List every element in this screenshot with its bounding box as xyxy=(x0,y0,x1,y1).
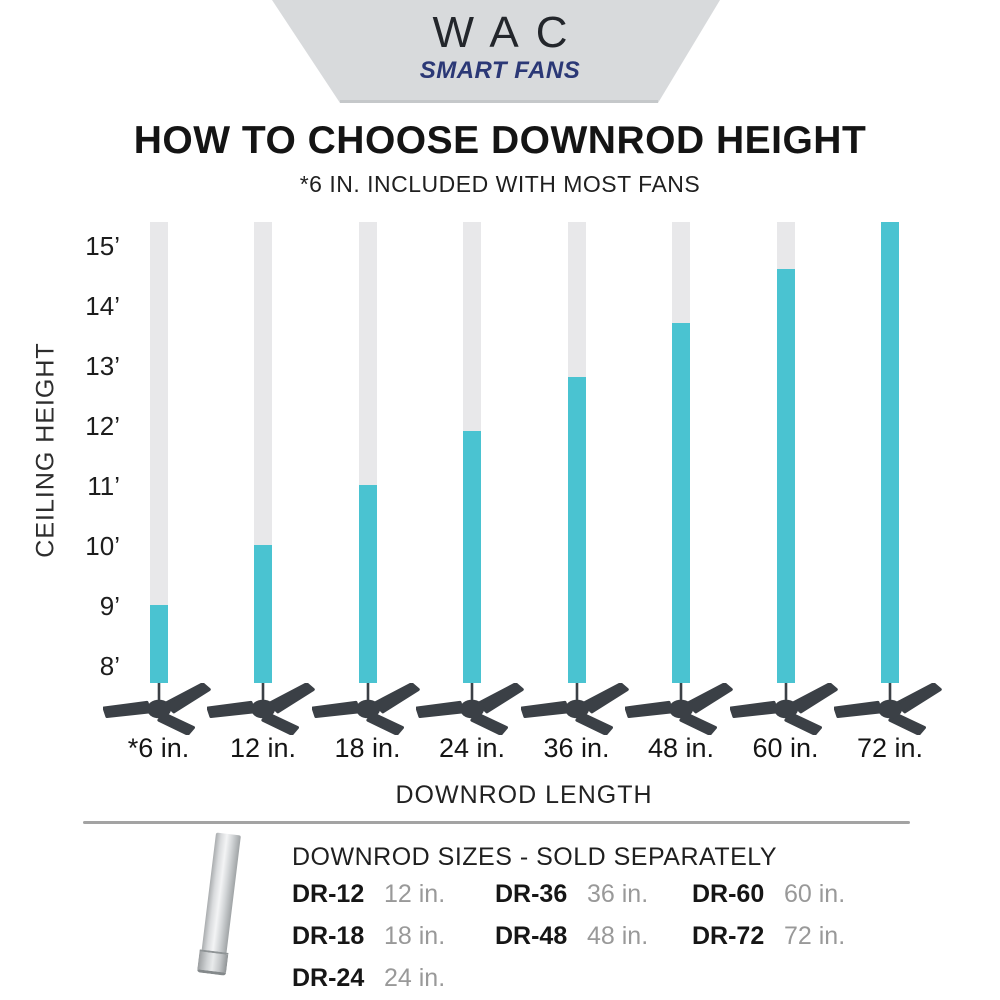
downrod-code: DR-60 xyxy=(692,880,765,908)
downrod-size: 24 in. xyxy=(384,964,446,992)
x-axis-tick-label: 36 in. xyxy=(543,733,610,763)
downrod-image xyxy=(196,832,241,976)
downrod-code: DR-48 xyxy=(495,922,568,950)
bar-track xyxy=(776,222,795,683)
ceiling-fan-icon xyxy=(520,683,629,735)
bar-track xyxy=(881,222,899,683)
y-axis-tick-label: 11’ xyxy=(87,471,120,501)
section-divider xyxy=(83,821,910,824)
downrod-code: DR-12 xyxy=(292,880,365,908)
y-axis-tick-label: 14’ xyxy=(85,291,120,321)
page-subtitle: *6 IN. INCLUDED WITH MOST FANS xyxy=(299,171,701,197)
x-axis-title: DOWNROD LENGTH xyxy=(395,781,653,809)
downrod-size-row: DR-48 48 in. xyxy=(495,922,648,952)
bar-track xyxy=(358,222,377,683)
bar-fill xyxy=(254,545,272,683)
downrod-size-row: DR-12 12 in. xyxy=(292,880,445,910)
ceiling-fan-icon xyxy=(416,683,524,735)
downrod-size-row: DR-24 24 in. xyxy=(292,964,445,994)
downrod-code: DR-36 xyxy=(495,880,568,908)
bar-track xyxy=(672,222,690,683)
downrod-size: 72 in. xyxy=(784,922,846,950)
bar-fill xyxy=(776,269,795,683)
downrod-size-row: DR-18 18 in. xyxy=(292,922,445,952)
downrod-size: 12 in. xyxy=(384,880,446,908)
x-axis-tick-label: 48 in. xyxy=(647,733,715,763)
page-title: HOW TO CHOOSE DOWNROD HEIGHT xyxy=(133,119,867,162)
downrod-code: DR-24 xyxy=(292,964,365,992)
downrod-size: 48 in. xyxy=(587,922,649,950)
banner-bottom-edge xyxy=(340,100,658,103)
downrod-sizes-column: DR-36 36 in. DR-48 48 in. xyxy=(495,880,648,964)
x-axis-tick-label: 18 in. xyxy=(334,733,401,763)
bar-fill xyxy=(149,605,168,683)
y-axis-tick-label: 10’ xyxy=(85,531,120,561)
downrod-sizes-column: DR-12 12 in. DR-18 18 in. DR-24 24 in. xyxy=(292,880,445,1000)
downrod-code: DR-18 xyxy=(292,922,365,950)
ceiling-fan-icon xyxy=(102,683,211,735)
downrod-size: 60 in. xyxy=(784,880,846,908)
ceiling-fan-icon xyxy=(207,683,315,735)
bar-fill xyxy=(672,323,690,683)
bar-fill xyxy=(463,431,481,683)
downrod-size-row: DR-36 36 in. xyxy=(495,880,648,910)
downrod-size-row: DR-60 60 in. xyxy=(692,880,845,910)
downrod-size-row: DR-72 72 in. xyxy=(692,922,845,952)
x-axis-tick-label: 60 in. xyxy=(752,733,819,763)
y-axis-tick-label: 8’ xyxy=(99,651,120,681)
ceiling-fan-icon xyxy=(311,683,420,735)
ceiling-fan-icon xyxy=(729,683,838,735)
x-axis-tick-label: 24 in. xyxy=(438,733,506,763)
bar-track xyxy=(567,222,586,683)
brand-logo: WAC xyxy=(432,8,585,57)
y-axis-tick-label: 13’ xyxy=(85,351,120,381)
x-axis-tick-label: 72 in. xyxy=(856,733,924,763)
bar-fill xyxy=(881,222,899,683)
bar-track xyxy=(463,222,481,683)
downrod-size: 18 in. xyxy=(384,922,446,950)
ceiling-fan-icon xyxy=(625,683,733,735)
downrod-sizes-column: DR-60 60 in. DR-72 72 in. xyxy=(692,880,845,964)
bar-track xyxy=(149,222,168,683)
bar-fill xyxy=(358,485,377,683)
x-axis-tick-label: 12 in. xyxy=(229,733,297,763)
bar-track xyxy=(254,222,272,683)
x-axis-tick-label: *6 in. xyxy=(127,733,190,763)
ceiling-fan-icon xyxy=(834,683,942,735)
downrod-size: 36 in. xyxy=(587,880,649,908)
brand-tagline: SMART FANS xyxy=(419,57,581,84)
y-axis-tick-label: 9’ xyxy=(99,591,120,621)
downrod-sizes-title: DOWNROD SIZES - SOLD SEPARATELY xyxy=(292,843,778,871)
y-axis-tick-label: 15’ xyxy=(85,231,120,261)
downrod-threaded-tip xyxy=(196,949,229,976)
downrod-code: DR-72 xyxy=(692,922,765,950)
y-axis-tick-label: 12’ xyxy=(85,411,120,441)
bar-fill xyxy=(567,377,586,683)
brand-banner xyxy=(272,0,720,103)
